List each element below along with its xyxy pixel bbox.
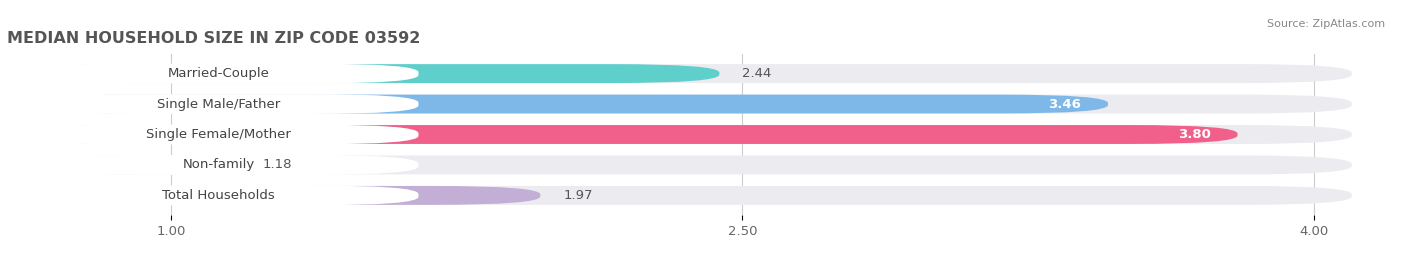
Text: 1.97: 1.97: [564, 189, 593, 202]
Text: 3.80: 3.80: [1178, 128, 1211, 141]
Text: 1.18: 1.18: [263, 158, 292, 171]
Text: 3.46: 3.46: [1049, 98, 1081, 111]
FancyBboxPatch shape: [27, 64, 1351, 83]
FancyBboxPatch shape: [27, 64, 720, 83]
FancyBboxPatch shape: [18, 64, 419, 83]
FancyBboxPatch shape: [27, 186, 1351, 205]
Text: Total Households: Total Households: [162, 189, 274, 202]
FancyBboxPatch shape: [18, 186, 419, 205]
Text: Single Male/Father: Single Male/Father: [157, 98, 280, 111]
Text: Non-family: Non-family: [183, 158, 254, 171]
FancyBboxPatch shape: [27, 155, 1351, 174]
FancyBboxPatch shape: [27, 95, 1108, 114]
FancyBboxPatch shape: [27, 155, 239, 174]
FancyBboxPatch shape: [18, 94, 419, 114]
FancyBboxPatch shape: [27, 95, 1351, 114]
Text: Single Female/Mother: Single Female/Mother: [146, 128, 291, 141]
FancyBboxPatch shape: [27, 125, 1351, 144]
Text: Source: ZipAtlas.com: Source: ZipAtlas.com: [1267, 19, 1385, 29]
FancyBboxPatch shape: [18, 125, 419, 144]
Text: MEDIAN HOUSEHOLD SIZE IN ZIP CODE 03592: MEDIAN HOUSEHOLD SIZE IN ZIP CODE 03592: [7, 31, 420, 46]
FancyBboxPatch shape: [27, 125, 1237, 144]
FancyBboxPatch shape: [27, 186, 540, 205]
Text: 2.44: 2.44: [742, 67, 772, 80]
FancyBboxPatch shape: [18, 155, 419, 175]
Text: Married-Couple: Married-Couple: [167, 67, 270, 80]
